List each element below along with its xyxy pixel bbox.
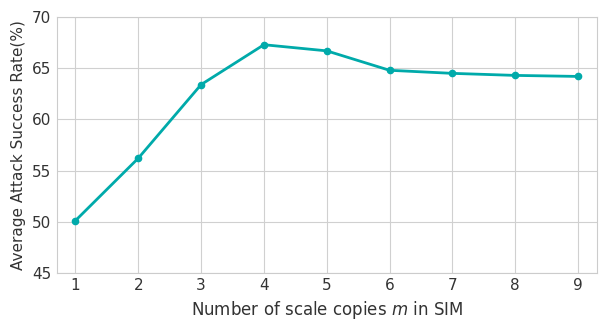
Y-axis label: Average Attack Success Rate(%): Average Attack Success Rate(%) xyxy=(11,20,26,270)
X-axis label: Number of scale copies $m$ in SIM: Number of scale copies $m$ in SIM xyxy=(191,299,463,321)
